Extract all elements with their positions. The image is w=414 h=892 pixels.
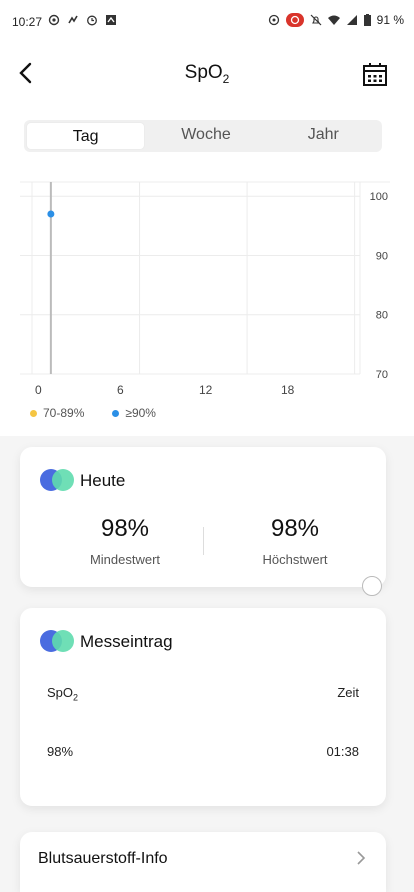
legend-dot-normal xyxy=(112,409,120,417)
tab-year[interactable]: Jahr xyxy=(307,126,339,143)
back-arrow-icon[interactable] xyxy=(14,58,42,88)
record-icon xyxy=(285,13,304,27)
cast-icon xyxy=(268,14,279,26)
y-tick-label: 100 xyxy=(370,191,388,203)
max-value: 98% xyxy=(270,515,320,542)
measurement-value: 98% xyxy=(47,744,74,759)
info-title: Blutsauerstoff-Info xyxy=(38,850,168,867)
status-bar: 10:27 91 % xyxy=(0,0,414,44)
y-tick-label: 90 xyxy=(376,250,388,262)
y-tick-label: 80 xyxy=(376,310,388,322)
data-point xyxy=(47,210,55,218)
spo2-chart: 100 90 80 70 0 6 12 18 xyxy=(20,181,390,397)
chat-icon xyxy=(68,15,78,24)
today-card: Heute 98% Mindestwert 98% Höchstwert xyxy=(20,447,386,587)
info-row[interactable]: Blutsauerstoff-Info xyxy=(20,832,386,892)
max-label: Höchstwert xyxy=(262,552,328,567)
legend-label-normal: ≥90% xyxy=(125,406,156,420)
value-divider xyxy=(203,527,204,555)
chevron-right-icon xyxy=(357,851,366,865)
status-time: 10:27 xyxy=(12,15,43,29)
legend-item-normal: ≥90% xyxy=(112,406,156,420)
min-label: Mindestwert xyxy=(89,552,161,567)
measurement-time: 01:38 xyxy=(326,744,359,759)
location-icon xyxy=(48,14,60,26)
spo2-logo-icon xyxy=(40,630,76,652)
tab-week[interactable]: Woche xyxy=(181,126,231,143)
floating-circle-button[interactable] xyxy=(362,576,382,596)
column-header-spo2: SpO2 xyxy=(47,685,79,703)
app-header: SpO2 xyxy=(0,44,414,106)
legend-item-low: 70-89% xyxy=(30,406,84,420)
legend-dot-low xyxy=(30,409,37,417)
status-right-icons: 91 % xyxy=(268,13,404,27)
period-tabs: Tag Woche Jahr xyxy=(24,120,382,152)
legend-label-low: 70-89% xyxy=(43,406,85,420)
chart-area-background xyxy=(0,106,414,436)
today-card-title: Heute xyxy=(80,471,126,490)
y-tick-label: 70 xyxy=(376,369,388,381)
signal-icon xyxy=(346,15,357,25)
page-title: SpO2 xyxy=(184,62,230,86)
spo2-logo-icon xyxy=(40,469,76,491)
x-tick-label: 12 xyxy=(199,383,213,397)
measurement-card: Messeintrag SpO2 Zeit 98% 01:38 xyxy=(20,608,386,806)
chart-legend: 70-89% ≥90% xyxy=(30,406,156,420)
column-header-time: Zeit xyxy=(337,685,359,700)
battery-icon xyxy=(363,14,371,26)
min-value: 98% xyxy=(100,515,150,542)
measurement-card-title: Messeintrag xyxy=(80,632,173,651)
status-left-icons xyxy=(48,14,117,26)
x-tick-label: 6 xyxy=(117,383,124,397)
battery-percent: 91 % xyxy=(376,13,404,27)
x-tick-label: 18 xyxy=(281,383,295,397)
alarm-icon xyxy=(87,15,97,26)
wifi-icon xyxy=(327,15,340,25)
notification-icon xyxy=(106,15,116,25)
mute-icon xyxy=(310,14,322,26)
calendar-icon[interactable] xyxy=(362,62,388,88)
tab-day[interactable]: Tag xyxy=(26,122,146,150)
x-tick-label: 0 xyxy=(35,383,42,397)
